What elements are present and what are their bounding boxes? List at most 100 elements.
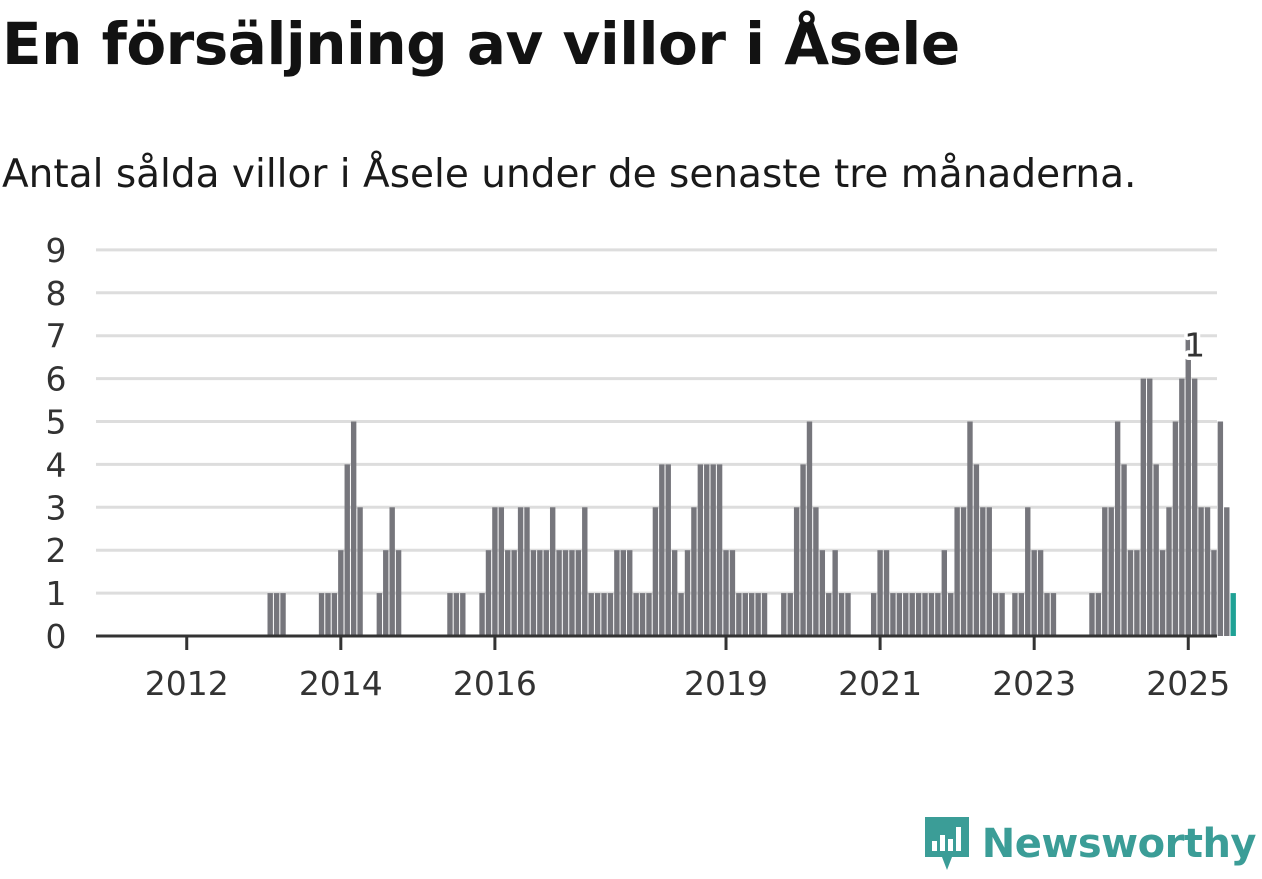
y-tick-label: 1 <box>46 574 67 613</box>
bar <box>1089 593 1095 636</box>
bar <box>537 550 543 636</box>
bar <box>549 507 556 636</box>
bar <box>1179 378 1185 636</box>
bar <box>704 464 710 636</box>
bar <box>601 593 607 636</box>
bar <box>280 593 286 636</box>
bar <box>389 507 395 636</box>
bar <box>877 550 883 636</box>
bar <box>787 593 793 636</box>
bar <box>678 593 684 636</box>
bar <box>1140 378 1147 636</box>
bar <box>1025 507 1031 636</box>
bar <box>710 464 716 636</box>
bar <box>1198 507 1204 636</box>
bar <box>453 593 460 636</box>
bar <box>582 507 588 636</box>
bar <box>1211 550 1217 636</box>
bar <box>1191 378 1198 636</box>
bar <box>338 550 344 636</box>
bar <box>569 550 575 636</box>
chart-title: En försäljning av villor i Åsele <box>2 10 960 78</box>
bar <box>928 593 935 636</box>
bar <box>749 593 755 636</box>
bar <box>1095 593 1102 636</box>
bar <box>331 593 338 636</box>
bar <box>697 464 704 636</box>
bar <box>607 593 614 636</box>
bar <box>742 593 748 636</box>
bar <box>838 593 845 636</box>
bar <box>350 421 357 636</box>
bar <box>633 593 639 636</box>
newsworthy-logo-icon <box>924 817 969 870</box>
bar <box>659 464 665 636</box>
bar <box>935 593 941 636</box>
bar <box>614 550 620 636</box>
bar <box>819 550 826 636</box>
bar <box>1037 550 1044 636</box>
bar <box>909 593 915 636</box>
bar <box>1050 593 1057 636</box>
bar <box>761 593 768 636</box>
x-tick-label: 2019 <box>684 664 768 703</box>
bar <box>986 507 992 636</box>
annotation: 1 <box>1181 322 1209 368</box>
bar-latest <box>1230 593 1236 636</box>
bar <box>716 464 723 636</box>
bar <box>325 593 331 636</box>
x-tick-label: 2012 <box>145 664 229 703</box>
bar <box>903 593 909 636</box>
bar <box>896 593 903 636</box>
bar <box>594 593 601 636</box>
bar <box>967 421 973 636</box>
bar <box>890 593 896 636</box>
y-tick-label: 6 <box>46 360 67 399</box>
bar <box>1172 421 1179 636</box>
bars <box>267 335 1236 636</box>
x-axis-ticks: 2012 2014 2016 2019 2021 2023 2025 <box>145 636 1230 703</box>
bar <box>498 507 505 636</box>
bar <box>395 550 402 636</box>
bar <box>832 550 838 636</box>
bar <box>267 593 273 636</box>
bar <box>646 593 652 636</box>
bar <box>1108 507 1114 636</box>
bar <box>915 593 922 636</box>
bar <box>1114 421 1121 636</box>
bar <box>813 507 819 636</box>
bar <box>460 593 466 636</box>
bar <box>736 593 742 636</box>
bar <box>755 593 761 636</box>
x-tick-label: 2016 <box>453 664 537 703</box>
bar <box>845 593 851 636</box>
bar <box>524 507 530 636</box>
bar <box>1217 421 1224 636</box>
annotation-label: 1 <box>1184 326 1205 365</box>
x-tick-label: 2014 <box>299 664 383 703</box>
x-tick-label: 2021 <box>838 664 922 703</box>
y-tick-label: 2 <box>46 531 67 570</box>
bar <box>973 464 980 636</box>
bar <box>1204 507 1211 636</box>
bar <box>562 550 569 636</box>
bar <box>575 550 582 636</box>
bar <box>543 550 549 636</box>
bar <box>1121 464 1127 636</box>
y-tick-label: 5 <box>46 403 67 442</box>
bar <box>691 507 697 636</box>
bar <box>1159 550 1166 636</box>
bar <box>954 507 960 636</box>
y-tick-label: 8 <box>46 274 67 313</box>
bar <box>948 593 954 636</box>
bar <box>870 593 877 636</box>
bar <box>883 550 890 636</box>
bar <box>627 550 633 636</box>
y-tick-label: 3 <box>46 488 67 527</box>
bar <box>826 593 832 636</box>
bar <box>485 550 492 636</box>
bar <box>806 421 813 636</box>
bar <box>992 593 999 636</box>
bar <box>505 550 511 636</box>
